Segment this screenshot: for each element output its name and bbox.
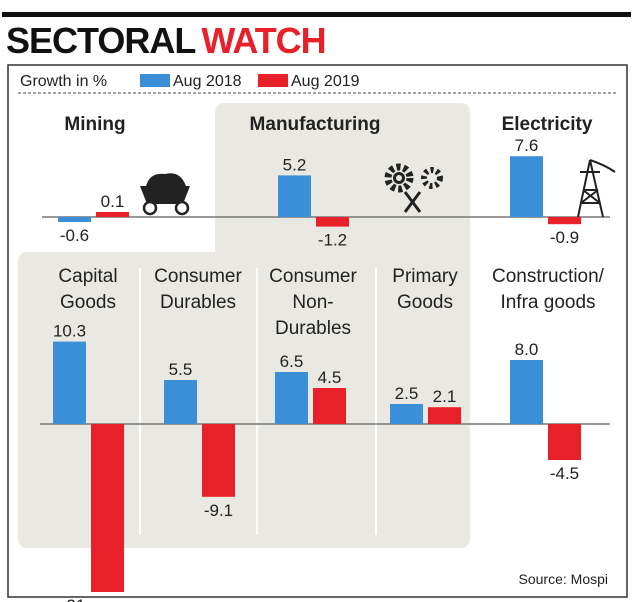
- legend-label-2018: Aug 2018: [173, 73, 242, 90]
- category-label: Consumer: [154, 266, 242, 287]
- power-tower-icon: [577, 159, 616, 218]
- legend-label-2019: Aug 2019: [291, 73, 360, 90]
- data-label: 2.1: [433, 387, 457, 406]
- bar-aug2019: [428, 407, 461, 424]
- category-label: Primary: [392, 266, 458, 287]
- data-label: -0.9: [550, 228, 579, 247]
- data-label: -0.6: [60, 226, 89, 245]
- category-label: Manufacturing: [250, 114, 381, 135]
- title-part1: SECTORAL: [6, 20, 195, 61]
- gears-tools-icon: [384, 163, 443, 213]
- data-label: 4.5: [318, 368, 342, 387]
- bar-aug2019: [316, 217, 349, 227]
- category-label: Electricity: [502, 114, 593, 135]
- data-label: 8.0: [515, 340, 539, 359]
- data-label: 0.1: [101, 192, 125, 211]
- legend-swatch-2018: [140, 74, 170, 87]
- unit-label: Growth in %: [20, 73, 107, 90]
- category-label: Goods: [397, 292, 453, 313]
- data-label: 5.5: [169, 360, 193, 379]
- gray-panel: [18, 103, 470, 548]
- category-label: Non-: [292, 292, 333, 313]
- data-label: 2.5: [395, 384, 419, 403]
- data-label: -21: [61, 596, 86, 602]
- data-label: -9.1: [204, 501, 233, 520]
- data-label: 10.3: [53, 322, 86, 341]
- bar-aug2019: [313, 388, 346, 424]
- frame: [7, 64, 628, 598]
- mining-cart-icon: [140, 173, 190, 216]
- bar-aug2018: [510, 360, 543, 424]
- bar-aug2018: [164, 380, 197, 424]
- title-part2: WATCH: [201, 20, 325, 61]
- bar-aug2018: [53, 341, 86, 424]
- bar-aug2018: [58, 217, 91, 222]
- data-label: 7.6: [515, 136, 539, 155]
- bar-aug2018: [510, 156, 543, 217]
- bar-aug2019: [91, 424, 124, 592]
- bar-aug2018: [390, 404, 423, 424]
- title: SECTORAL WATCH: [6, 20, 326, 61]
- bar-aug2018: [275, 372, 308, 424]
- data-label: -4.5: [550, 464, 579, 483]
- data-label: 5.2: [283, 155, 307, 174]
- legend-swatch-2019: [258, 74, 288, 87]
- category-label: Construction/: [492, 266, 605, 287]
- source-note: Source: Mospi: [519, 571, 608, 587]
- data-label: 6.5: [280, 352, 304, 371]
- category-label: Mining: [64, 114, 125, 135]
- category-label: Durables: [275, 318, 351, 339]
- top-rule: [2, 12, 631, 17]
- bar-aug2019: [96, 212, 129, 217]
- bar-aug2019: [202, 424, 235, 497]
- category-label: Durables: [160, 292, 236, 313]
- category-label: Capital: [58, 266, 117, 287]
- category-label: Infra goods: [500, 292, 595, 313]
- bar-aug2018: [278, 175, 311, 217]
- category-label: Consumer: [269, 266, 357, 287]
- data-label: -1.2: [318, 231, 347, 250]
- bar-aug2019: [548, 217, 581, 225]
- bar-aug2019: [548, 424, 581, 460]
- category-label: Goods: [60, 292, 116, 313]
